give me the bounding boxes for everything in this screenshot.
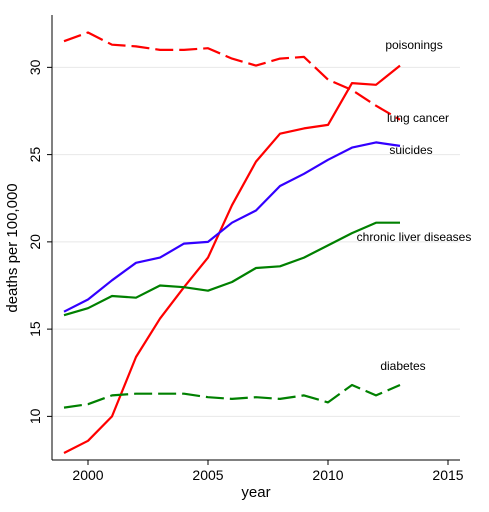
- y-tick-label: 15: [27, 321, 43, 337]
- x-tick-label: 2005: [192, 467, 223, 483]
- series-label-3: chronic liver diseases: [357, 230, 472, 244]
- y-tick-label: 10: [27, 408, 43, 424]
- series-label-0: poisonings: [385, 38, 442, 52]
- y-axis-title: deaths per 100,000: [4, 183, 21, 312]
- series-line-3: [63, 221, 400, 317]
- x-ticks: 2000 2005 2010 2015: [72, 460, 464, 483]
- gridlines: [52, 66, 460, 417]
- y-tick-label: 25: [27, 147, 43, 163]
- series-line-0: [63, 64, 401, 454]
- series-line-1: [63, 31, 401, 121]
- x-tick-label: 2015: [432, 467, 463, 483]
- series-lines: [63, 31, 401, 454]
- series-label-4: diabetes: [380, 359, 425, 373]
- y-ticks: 10 15 20 25 30: [27, 59, 52, 424]
- x-axis-title: year: [241, 484, 270, 501]
- y-tick-label: 30: [27, 59, 43, 75]
- series-label-1: lung cancer: [387, 111, 449, 125]
- series-label-2: suicides: [389, 143, 432, 157]
- x-tick-label: 2010: [312, 467, 343, 483]
- y-tick-label: 20: [27, 234, 43, 250]
- x-tick-label: 2000: [72, 467, 103, 483]
- series-line-2: [63, 141, 401, 313]
- series-line-4: [63, 383, 401, 409]
- series-labels: poisonings lung cancer suicides chronic liv…: [357, 38, 472, 373]
- axes: [51, 15, 460, 461]
